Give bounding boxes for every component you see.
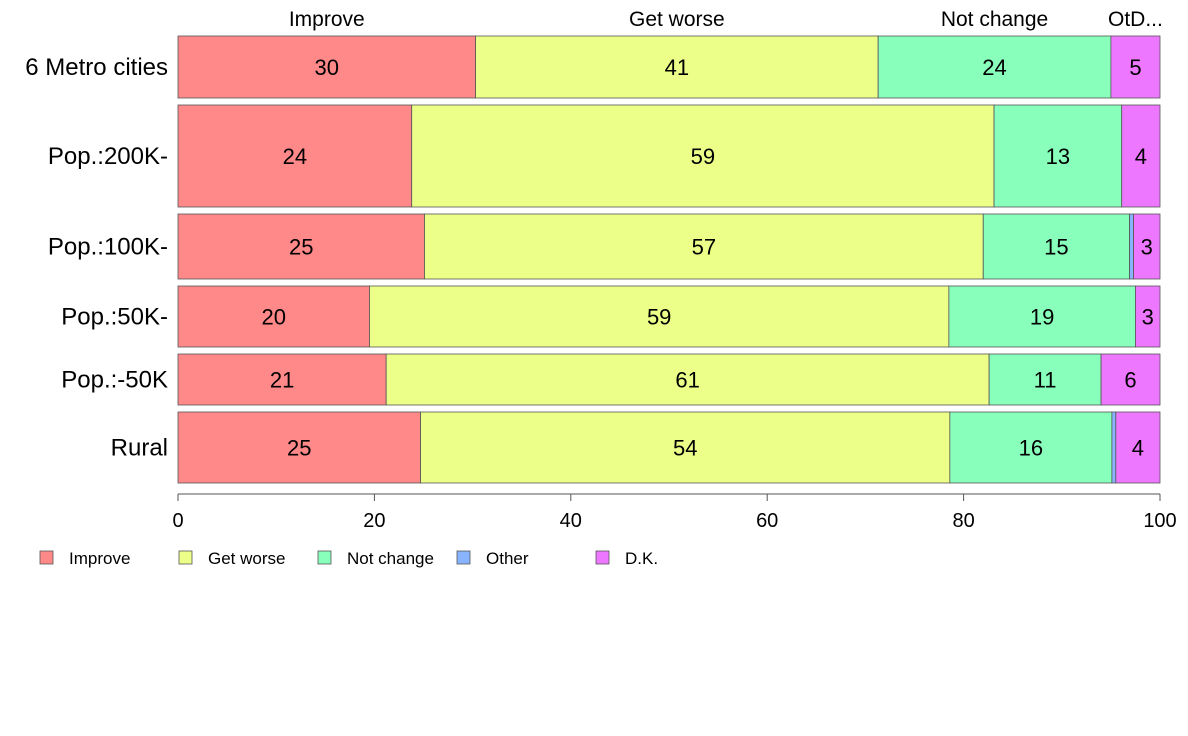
data-label: 57 xyxy=(692,235,716,260)
data-label: 3 xyxy=(1141,235,1153,260)
legend-swatch xyxy=(595,550,610,565)
bar-segment xyxy=(177,213,425,280)
bar-segment xyxy=(177,104,413,208)
bar-segment xyxy=(475,35,879,99)
x-tick-label: 0 xyxy=(172,510,183,532)
data-label: 5 xyxy=(1129,55,1141,80)
data-label: 25 xyxy=(287,436,311,461)
category-label: 6 Metro cities xyxy=(25,54,168,81)
x-tick-label: 100 xyxy=(1143,510,1176,532)
bar-segment xyxy=(1115,411,1161,484)
bar-segment xyxy=(177,353,387,406)
column-header: Improve xyxy=(289,8,365,31)
data-label: 15 xyxy=(1044,235,1068,260)
bar-segment xyxy=(424,213,984,280)
bar-segment xyxy=(1100,353,1161,406)
data-label: 16 xyxy=(1019,436,1043,461)
bar-segment xyxy=(1135,285,1161,348)
column-header: OtD... xyxy=(1108,8,1163,31)
x-tick-label: 20 xyxy=(363,510,385,532)
data-label: 61 xyxy=(675,368,699,393)
category-label: Pop.:100K- xyxy=(48,234,168,261)
bar-segment xyxy=(948,285,1136,348)
x-tick-label: 80 xyxy=(952,510,974,532)
legend-label: Improve xyxy=(69,549,130,568)
bar-segment xyxy=(1133,213,1161,280)
legend-label: Not change xyxy=(347,549,434,568)
bar-segment xyxy=(949,411,1113,484)
data-label: 4 xyxy=(1135,144,1147,169)
category-label: Pop.:-50K xyxy=(61,367,168,394)
bar-segment xyxy=(411,104,995,208)
bar-segment xyxy=(420,411,951,484)
data-label: 13 xyxy=(1046,144,1070,169)
data-label: 24 xyxy=(283,144,307,169)
category-label: Pop.:200K- xyxy=(48,143,168,170)
bar-segment xyxy=(385,353,990,406)
legend-swatch xyxy=(178,550,193,565)
bar-segment xyxy=(1111,411,1117,484)
data-label: 41 xyxy=(665,55,689,80)
data-label: 4 xyxy=(1132,436,1144,461)
column-header: Not change xyxy=(941,8,1048,31)
bar-segment xyxy=(1129,213,1134,280)
data-label: 54 xyxy=(673,436,697,461)
bar-segment xyxy=(369,285,950,348)
bar-segment xyxy=(877,35,1112,99)
category-label: Rural xyxy=(111,435,168,462)
data-label: 30 xyxy=(315,55,339,80)
data-label: 3 xyxy=(1142,305,1154,330)
column-header: Get worse xyxy=(629,8,725,31)
legend-swatch xyxy=(456,550,471,565)
legend-label: Other xyxy=(486,549,529,568)
legend-label: D.K. xyxy=(625,549,658,568)
legend-swatch xyxy=(39,550,54,565)
bar-segment xyxy=(177,285,370,348)
data-label: 20 xyxy=(262,305,286,330)
legend-label: Get worse xyxy=(208,549,285,568)
data-label: 24 xyxy=(982,55,1006,80)
bar-segment xyxy=(993,104,1123,208)
bar-segment xyxy=(988,353,1102,406)
legend-swatch xyxy=(317,550,332,565)
data-label: 59 xyxy=(647,305,671,330)
bar-segment xyxy=(177,35,476,99)
bar-segment xyxy=(1121,104,1161,208)
x-tick-label: 60 xyxy=(756,510,778,532)
x-tick-label: 40 xyxy=(560,510,582,532)
data-label: 6 xyxy=(1124,368,1136,393)
bar-segment xyxy=(177,411,421,484)
data-label: 59 xyxy=(691,144,715,169)
data-label: 25 xyxy=(289,235,313,260)
data-label: 21 xyxy=(270,368,294,393)
data-label: 11 xyxy=(1034,368,1057,393)
category-label: Pop.:50K- xyxy=(61,304,168,331)
bar-segment xyxy=(1110,35,1161,99)
data-label: 19 xyxy=(1030,305,1054,330)
